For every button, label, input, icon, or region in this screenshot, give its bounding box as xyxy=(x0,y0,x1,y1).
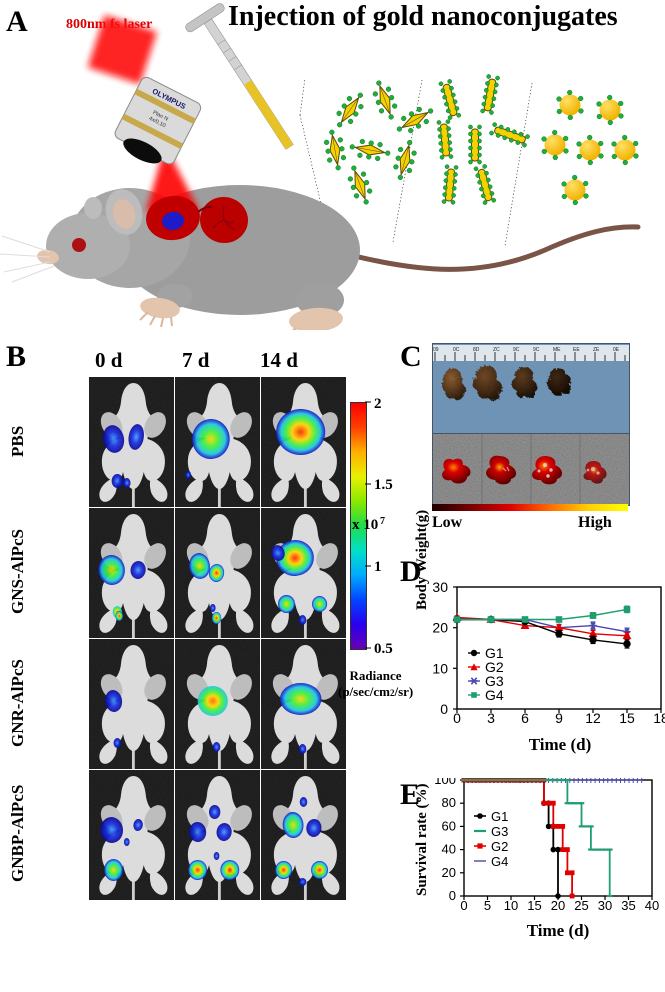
svg-text:9C: 9C xyxy=(533,347,540,353)
svg-text:9C: 9C xyxy=(513,347,520,353)
svg-text:09: 09 xyxy=(433,347,439,353)
svg-text:6: 6 xyxy=(521,710,529,726)
svg-text:30: 30 xyxy=(598,898,612,913)
svg-text:60: 60 xyxy=(442,818,456,833)
svg-text:G1: G1 xyxy=(491,809,508,824)
svg-text:G3: G3 xyxy=(491,824,508,839)
svg-text:0C: 0C xyxy=(453,347,460,353)
svg-text:40: 40 xyxy=(442,842,456,857)
svg-text:0E: 0E xyxy=(613,347,620,353)
svg-text:10: 10 xyxy=(432,660,448,676)
svg-text:3: 3 xyxy=(487,710,495,726)
svg-text:40: 40 xyxy=(645,898,659,913)
svg-text:2: 2 xyxy=(374,396,382,412)
svg-text:G4: G4 xyxy=(491,854,508,869)
svg-text:20: 20 xyxy=(432,620,448,636)
svg-text:18: 18 xyxy=(653,710,665,726)
svg-text:0: 0 xyxy=(453,710,461,726)
svg-text:20: 20 xyxy=(442,865,456,880)
svg-text:100: 100 xyxy=(434,778,456,787)
svg-text:8D: 8D xyxy=(473,347,480,353)
svg-text:80: 80 xyxy=(442,795,456,810)
svg-text:25: 25 xyxy=(574,898,588,913)
svg-text:20: 20 xyxy=(551,898,565,913)
svg-text:10: 10 xyxy=(504,898,518,913)
svg-text:7: 7 xyxy=(380,516,385,527)
svg-text:15: 15 xyxy=(527,898,541,913)
svg-text:EE: EE xyxy=(573,347,580,353)
svg-text:12: 12 xyxy=(585,710,601,726)
svg-text:ZE: ZE xyxy=(593,347,600,353)
svg-text:Time (d): Time (d) xyxy=(527,921,590,940)
svg-text:0: 0 xyxy=(440,701,448,717)
svg-text:x 10: x 10 xyxy=(352,517,378,533)
svg-text:Time (d): Time (d) xyxy=(529,735,592,754)
svg-text:0.5: 0.5 xyxy=(374,641,393,657)
svg-text:1: 1 xyxy=(374,559,382,575)
svg-text:0: 0 xyxy=(449,888,456,903)
svg-text:15: 15 xyxy=(619,710,635,726)
svg-text:9: 9 xyxy=(555,710,563,726)
svg-text:ME: ME xyxy=(553,347,561,353)
svg-text:ZC: ZC xyxy=(493,347,500,353)
svg-text:1.5: 1.5 xyxy=(374,477,393,493)
svg-text:30: 30 xyxy=(432,579,448,595)
svg-text:5: 5 xyxy=(484,898,491,913)
svg-text:35: 35 xyxy=(621,898,635,913)
svg-text:G4: G4 xyxy=(485,687,504,703)
svg-text:G2: G2 xyxy=(491,839,508,854)
svg-text:0: 0 xyxy=(460,898,467,913)
